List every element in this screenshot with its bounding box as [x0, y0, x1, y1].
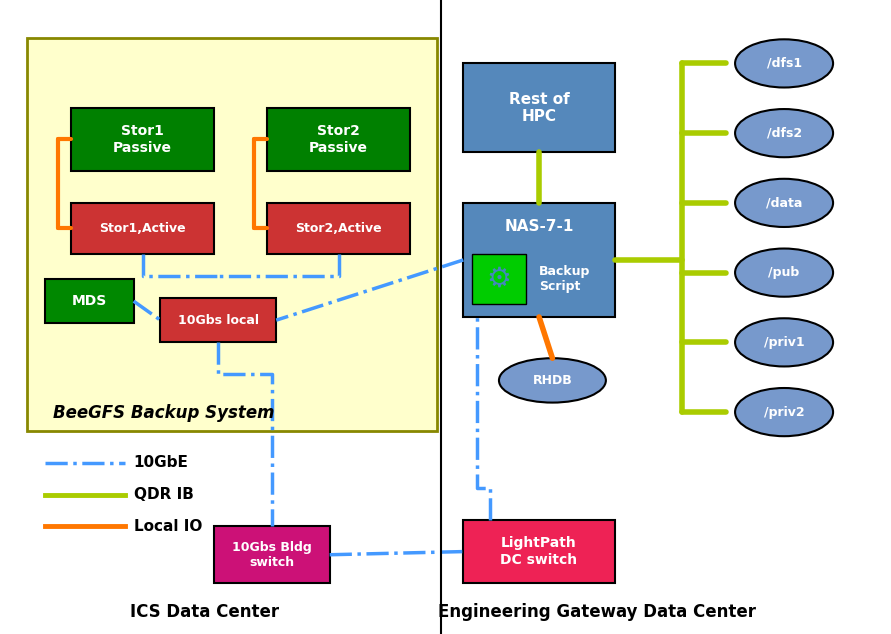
Text: /dfs1: /dfs1: [766, 57, 802, 70]
Text: RHDB: RHDB: [533, 374, 572, 387]
Text: /dfs2: /dfs2: [766, 127, 802, 139]
Text: /pub: /pub: [768, 266, 800, 279]
Text: /priv2: /priv2: [764, 406, 805, 418]
Ellipse shape: [499, 358, 606, 403]
Text: Stor1,Active: Stor1,Active: [99, 222, 186, 235]
Text: QDR IB: QDR IB: [134, 487, 193, 502]
Text: /data: /data: [766, 197, 802, 209]
Text: Engineering Gateway Data Center: Engineering Gateway Data Center: [438, 604, 756, 621]
Text: Local IO: Local IO: [134, 519, 202, 534]
Ellipse shape: [735, 318, 833, 366]
FancyBboxPatch shape: [463, 520, 615, 583]
Text: Stor2
Passive: Stor2 Passive: [309, 124, 368, 155]
Text: 10Gbs local: 10Gbs local: [178, 314, 258, 327]
Text: MDS: MDS: [71, 294, 107, 308]
Ellipse shape: [735, 39, 833, 87]
FancyBboxPatch shape: [27, 38, 437, 431]
Ellipse shape: [735, 388, 833, 436]
Text: Rest of
HPC: Rest of HPC: [509, 91, 569, 124]
FancyBboxPatch shape: [472, 254, 526, 304]
Text: NAS-7-1: NAS-7-1: [504, 219, 574, 234]
Text: Stor1
Passive: Stor1 Passive: [113, 124, 172, 155]
FancyBboxPatch shape: [45, 279, 134, 323]
Text: /priv1: /priv1: [764, 336, 805, 349]
FancyBboxPatch shape: [71, 108, 214, 171]
Text: Stor2,Active: Stor2,Active: [295, 222, 382, 235]
FancyBboxPatch shape: [267, 203, 410, 254]
FancyBboxPatch shape: [267, 108, 410, 171]
Text: 10Gbs Bldg
switch: 10Gbs Bldg switch: [232, 541, 312, 569]
FancyBboxPatch shape: [71, 203, 214, 254]
FancyBboxPatch shape: [463, 63, 615, 152]
Ellipse shape: [735, 109, 833, 157]
Text: ⚙: ⚙: [486, 265, 511, 293]
Text: Backup
Script: Backup Script: [539, 265, 591, 293]
FancyBboxPatch shape: [214, 526, 330, 583]
FancyBboxPatch shape: [160, 298, 276, 342]
Ellipse shape: [735, 249, 833, 297]
Ellipse shape: [735, 179, 833, 227]
Text: ICS Data Center: ICS Data Center: [130, 604, 280, 621]
Text: LightPath
DC switch: LightPath DC switch: [501, 536, 577, 567]
FancyBboxPatch shape: [463, 203, 615, 317]
Text: 10GbE: 10GbE: [134, 455, 189, 470]
Text: BeeGFS Backup System: BeeGFS Backup System: [53, 404, 275, 422]
